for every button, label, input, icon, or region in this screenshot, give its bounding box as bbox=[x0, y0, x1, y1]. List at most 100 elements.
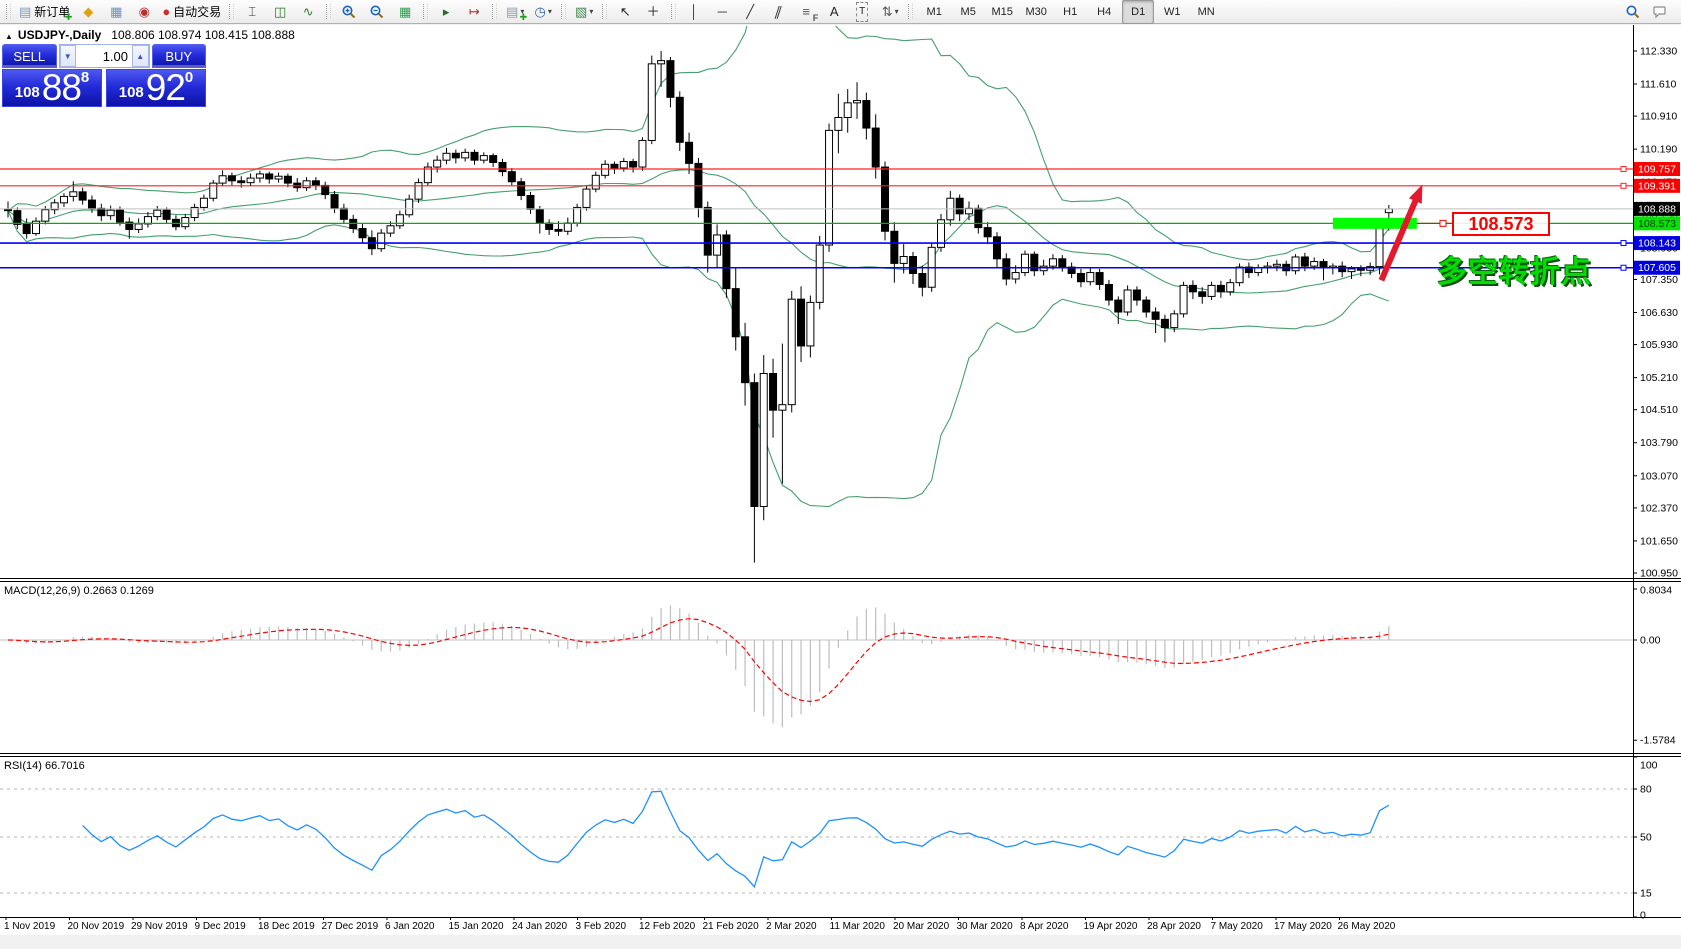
one-click-toggle-icon[interactable]: ▲ bbox=[5, 32, 13, 41]
timeframe-h4-button[interactable]: H4 bbox=[1097, 5, 1112, 18]
time-tick-label: 26 May 2020 bbox=[1338, 921, 1396, 932]
candlestick-chart-icon: ◫ bbox=[274, 3, 287, 19]
signals-button[interactable]: ◉ bbox=[131, 1, 157, 23]
rsi-tick-label: 15 bbox=[1640, 888, 1652, 900]
line-chart-icon: ∿ bbox=[302, 3, 314, 19]
price-tick-label: 100.950 bbox=[1640, 568, 1678, 580]
buy-price-prefix: 108 bbox=[118, 84, 144, 101]
volume-increase-button[interactable]: ▲ bbox=[132, 45, 149, 67]
indicators-icon: ▧ bbox=[575, 3, 588, 19]
symbol-period-label: USDJPY-,Daily bbox=[17, 28, 102, 42]
breakout-arrow[interactable] bbox=[1378, 196, 1420, 282]
time-tick-label: 24 Jan 2020 bbox=[512, 921, 567, 932]
new-chart-button[interactable]: ▤ ✚ ▾ bbox=[502, 1, 528, 23]
price-tick-label: 102.370 bbox=[1640, 502, 1678, 514]
indicators-button[interactable]: ▧ ▾ bbox=[571, 1, 597, 23]
price-callout-label[interactable]: 108.573 bbox=[1452, 212, 1550, 236]
candlestick-chart-button[interactable]: ◫ bbox=[267, 1, 293, 23]
period-icon: ◷ bbox=[534, 3, 546, 19]
market-watch-button[interactable]: ▦ bbox=[103, 1, 129, 23]
time-tick-label: 9 Dec 2019 bbox=[195, 921, 247, 932]
text-label-button[interactable]: T bbox=[849, 1, 875, 23]
timeframe-m30-button[interactable]: M30 bbox=[1025, 5, 1047, 18]
vertical-line-button[interactable]: │ bbox=[681, 1, 707, 23]
signals-icon: ◉ bbox=[138, 3, 150, 19]
price-badge-108.143: 108.143 bbox=[1638, 238, 1676, 250]
macd-tick-label: 0.8034 bbox=[1640, 585, 1672, 597]
price-badge-107.605: 107.605 bbox=[1638, 262, 1676, 274]
arrows-button[interactable]: ⇅ ▾ bbox=[877, 1, 903, 23]
chat-button[interactable] bbox=[1648, 1, 1674, 23]
chart-window: 112.330111.610110.910110.190109.470108.7… bbox=[0, 25, 1681, 949]
chart-shift-button[interactable]: ↦ bbox=[461, 1, 487, 23]
timeframe-mn-button[interactable]: MN bbox=[1197, 5, 1215, 18]
new-order-button-label: 新订单 bbox=[34, 5, 71, 19]
auto-trading-button-label: 自动交易 bbox=[173, 5, 222, 19]
time-tick-label: 12 Feb 2020 bbox=[639, 921, 696, 932]
bar-chart-button[interactable]: ⌶ bbox=[239, 1, 265, 23]
price-badge-109.391: 109.391 bbox=[1638, 180, 1676, 192]
timeframe-h1-button[interactable]: H1 bbox=[1063, 5, 1078, 18]
timeframe-m5-button[interactable]: M5 bbox=[960, 5, 976, 18]
price-badge-109.757: 109.757 bbox=[1638, 164, 1676, 176]
sell-price-display[interactable]: 108 88 8 bbox=[2, 69, 102, 107]
market-watch-icon: ▦ bbox=[110, 3, 123, 19]
vertical-line-icon: │ bbox=[690, 3, 699, 19]
chart-profile-button[interactable]: ◆ bbox=[75, 1, 101, 23]
timeframe-d1-button[interactable]: D1 bbox=[1122, 0, 1155, 24]
horizontal-line-icon: ─ bbox=[717, 3, 727, 19]
rsi-plot bbox=[0, 788, 1633, 894]
period-button[interactable]: ◷ ▾ bbox=[530, 1, 556, 23]
equidistant-channel-button[interactable]: ∥ bbox=[765, 1, 791, 23]
time-tick-label: 27 Dec 2019 bbox=[322, 921, 379, 932]
auto-trading-icon: ● bbox=[162, 3, 171, 19]
timeframe-m1-button[interactable]: M1 bbox=[926, 5, 942, 18]
chart-profile-icon: ◆ bbox=[83, 3, 94, 19]
auto-scroll-button[interactable]: ▸ bbox=[433, 1, 459, 23]
auto-trading-button[interactable]: ● 自动交易 bbox=[159, 1, 224, 23]
crosshair-button[interactable]: ＋ bbox=[640, 1, 666, 23]
price-badge-108.888: 108.888 bbox=[1638, 203, 1676, 215]
time-tick-label: 20 Nov 2019 bbox=[68, 921, 125, 932]
zoom-in-button[interactable] bbox=[336, 1, 362, 23]
trendline-button[interactable]: ╱ bbox=[737, 1, 763, 23]
sell-price-big: 88 bbox=[41, 67, 82, 108]
volume-decrease-button[interactable]: ▼ bbox=[59, 45, 76, 67]
equidistant-channel-icon: ∥ bbox=[772, 3, 785, 19]
ohlc-values: 108.806 108.974 108.415 108.888 bbox=[111, 28, 295, 42]
chat-icon bbox=[1653, 5, 1666, 18]
price-tick-label: 103.790 bbox=[1640, 437, 1678, 449]
tile-windows-icon: ▦ bbox=[399, 3, 412, 19]
zoom-in-icon bbox=[342, 5, 356, 18]
time-tick-label: 11 Mar 2020 bbox=[830, 921, 886, 932]
turning-point-label[interactable]: 多空转折点 bbox=[1437, 256, 1592, 289]
price-tick-label: 110.910 bbox=[1640, 111, 1677, 123]
buy-price-sup: 0 bbox=[184, 69, 194, 86]
cursor-button[interactable]: ↖ bbox=[612, 1, 638, 23]
volume-input[interactable] bbox=[76, 45, 132, 67]
buy-button[interactable]: BUY bbox=[151, 44, 206, 68]
crosshair-icon: ＋ bbox=[646, 3, 660, 19]
zoom-out-button[interactable] bbox=[364, 1, 390, 23]
fibonacci-button[interactable]: ≡ F bbox=[802, 3, 819, 23]
text-button[interactable]: A bbox=[821, 1, 847, 23]
timeframe-w1-button[interactable]: W1 bbox=[1163, 5, 1181, 18]
rsi-tick-label: 0 bbox=[1640, 910, 1646, 922]
support-zone-bar[interactable] bbox=[1332, 217, 1417, 229]
chart-canvas[interactable]: 112.330111.610110.910110.190109.470108.7… bbox=[0, 25, 1681, 949]
time-tick-label: 21 Feb 2020 bbox=[703, 921, 760, 932]
time-tick-label: 28 Apr 2020 bbox=[1147, 921, 1201, 932]
new-order-button[interactable]: ▤ ✚ 新订单 bbox=[16, 1, 73, 23]
tile-windows-button[interactable]: ▦ bbox=[392, 1, 418, 23]
main-toolbar: ▤ ✚ 新订单 ◆ ▦ ◉ ● 自动交易 ⌶ ◫ ∿ ▦ ▸ ↦ ▤ ✚ ▾ ◷ ▾ ▧ ▾ ↖ ＋ │ ─ ╱ ∥ ≡ F A T ⇅ ▾ M1… bbox=[0, 0, 1681, 24]
search-button[interactable] bbox=[1620, 1, 1646, 23]
timeframe-m15-button[interactable]: M15 bbox=[991, 5, 1013, 18]
buy-price-display[interactable]: 108 92 0 bbox=[106, 69, 206, 107]
horizontal-line-objects bbox=[0, 166, 1633, 271]
sell-button[interactable]: SELL bbox=[2, 44, 57, 68]
chart-shift-icon: ↦ bbox=[468, 3, 480, 19]
price-badge-108.573: 108.573 bbox=[1638, 218, 1676, 230]
horizontal-line-button[interactable]: ─ bbox=[709, 1, 735, 23]
line-chart-button[interactable]: ∿ bbox=[295, 1, 321, 23]
price-tick-label: 110.190 bbox=[1640, 144, 1677, 156]
